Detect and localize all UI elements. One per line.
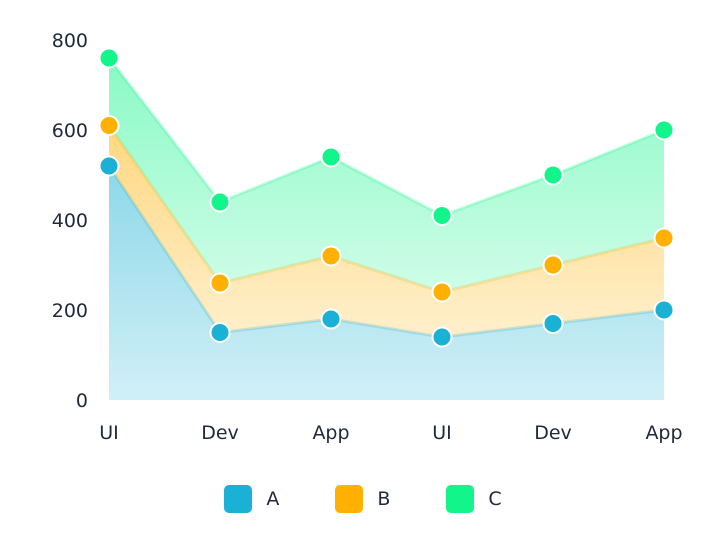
y-tick-label: 600 bbox=[52, 120, 88, 142]
legend-item-C[interactable]: C bbox=[446, 485, 502, 513]
point-A[interactable] bbox=[320, 308, 342, 330]
point-A[interactable] bbox=[431, 326, 453, 348]
point-B[interactable] bbox=[98, 115, 120, 136]
y-tick-label: 200 bbox=[52, 300, 88, 322]
x-tick-label: Dev bbox=[534, 422, 572, 444]
point-C[interactable] bbox=[431, 205, 453, 226]
x-tick-label: Dev bbox=[201, 422, 239, 444]
point-B[interactable] bbox=[431, 281, 453, 303]
y-tick-label: 0 bbox=[76, 390, 88, 412]
legend-label: C bbox=[488, 488, 502, 510]
point-B[interactable] bbox=[653, 227, 675, 249]
legend-swatch bbox=[335, 485, 364, 513]
point-C[interactable] bbox=[209, 191, 231, 213]
point-C[interactable] bbox=[320, 146, 342, 168]
point-A[interactable] bbox=[209, 322, 231, 343]
x-tick-label: App bbox=[312, 422, 349, 444]
point-C[interactable] bbox=[653, 119, 675, 141]
x-tick-label: UI bbox=[99, 422, 119, 444]
point-A[interactable] bbox=[98, 155, 120, 177]
legend-item-A[interactable]: A bbox=[224, 485, 279, 513]
legend: A B C bbox=[0, 485, 726, 513]
point-B[interactable] bbox=[320, 245, 342, 267]
point-C[interactable] bbox=[542, 164, 564, 186]
legend-swatch bbox=[224, 485, 253, 513]
legend-label: A bbox=[266, 488, 280, 510]
y-tick-label: 800 bbox=[52, 30, 88, 52]
legend-label: B bbox=[377, 488, 391, 510]
y-tick-label: 400 bbox=[52, 210, 88, 232]
point-A[interactable] bbox=[542, 313, 564, 334]
point-B[interactable] bbox=[542, 254, 564, 276]
legend-swatch bbox=[446, 485, 475, 513]
area-A bbox=[109, 166, 664, 400]
area-B bbox=[109, 125, 664, 337]
stacked-area-chart: 0 200 400 600 800 UI Dev App UI Dev App bbox=[52, 30, 683, 444]
point-A[interactable] bbox=[653, 299, 675, 321]
point-C[interactable] bbox=[98, 47, 120, 69]
x-tick-label: UI bbox=[432, 422, 452, 444]
legend-item-B[interactable]: B bbox=[335, 485, 390, 513]
x-tick-label: App bbox=[645, 422, 682, 444]
area-C bbox=[109, 58, 664, 292]
point-B[interactable] bbox=[209, 272, 231, 294]
line-C bbox=[107, 57, 665, 218]
